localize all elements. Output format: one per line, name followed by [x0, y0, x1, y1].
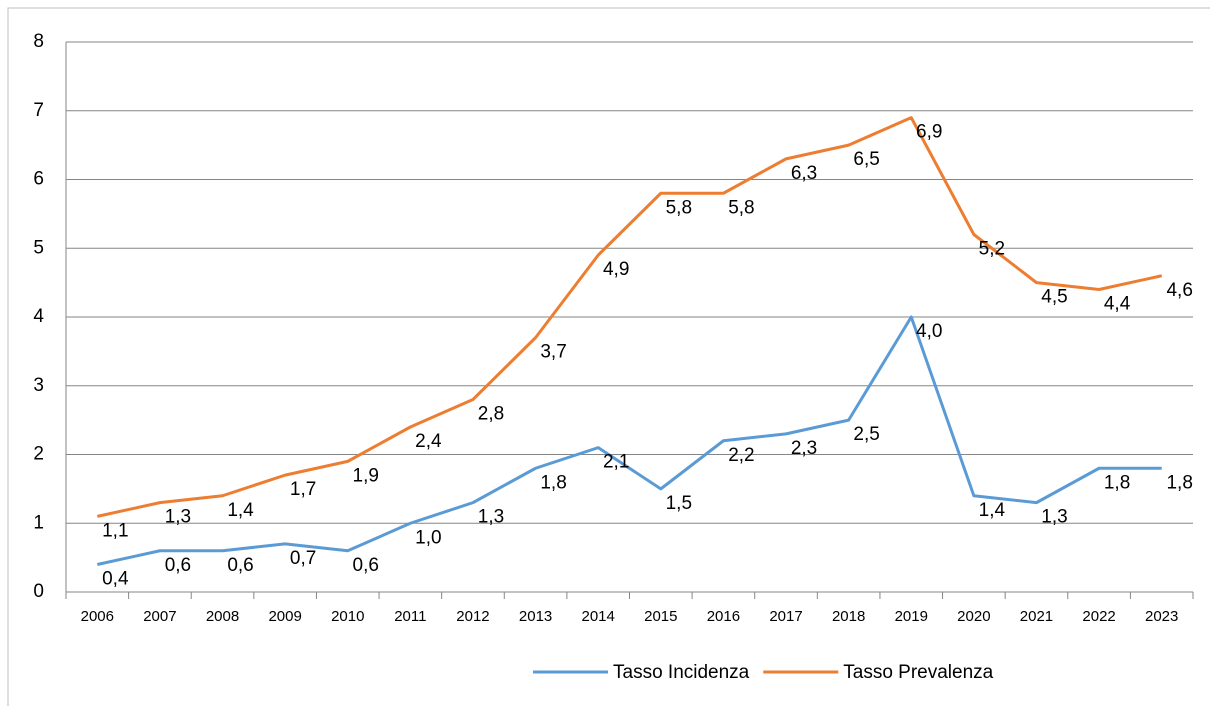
data-label: 1,8: [1104, 472, 1130, 493]
data-label: 1,5: [666, 493, 692, 514]
x-tick-label: 2018: [832, 608, 865, 625]
series-line: [96, 315, 1162, 566]
x-tick-label: 2023: [1145, 608, 1178, 625]
x-tick-label: 2020: [957, 608, 990, 625]
data-label: 1,7: [290, 479, 316, 500]
x-tick-label: 2009: [268, 608, 301, 625]
data-label: 6,5: [853, 149, 879, 170]
data-label: 1,0: [415, 527, 441, 548]
x-tick-label: 2016: [707, 608, 740, 625]
data-label: 3,7: [540, 342, 566, 363]
data-label: 5,8: [728, 197, 754, 218]
data-label: 0,4: [102, 569, 129, 590]
x-tick-label: 2013: [519, 608, 552, 625]
data-label: 5,8: [666, 197, 692, 218]
x-tick-label: 2022: [1082, 608, 1115, 625]
data-label: 6,9: [916, 122, 942, 143]
data-label: 0,6: [165, 555, 191, 576]
x-tick-label: 2008: [206, 608, 239, 625]
y-tick-label: 6: [33, 169, 44, 190]
data-label: 1,8: [540, 472, 566, 493]
data-label: 2,8: [478, 404, 504, 425]
data-label: 4,6: [1166, 280, 1192, 301]
data-label: 4,5: [1041, 287, 1067, 308]
y-tick-label: 3: [33, 375, 44, 396]
data-label: 2,4: [415, 431, 442, 452]
data-label: 5,2: [979, 239, 1005, 260]
data-label: 1,8: [1166, 472, 1192, 493]
data-label: 1,9: [353, 465, 379, 486]
y-tick-label: 8: [33, 31, 44, 52]
y-tick-label: 0: [33, 581, 44, 602]
x-tick-label: 2007: [143, 608, 176, 625]
data-label: 2,2: [728, 445, 754, 466]
y-tick-label: 7: [33, 100, 44, 121]
data-label: 4,4: [1104, 294, 1131, 315]
data-label: 1,4: [227, 500, 254, 521]
data-label: 0,6: [227, 555, 253, 576]
series-line: [96, 116, 1163, 518]
x-tick-label: 2012: [456, 608, 489, 625]
x-tick-label: 2006: [81, 608, 114, 625]
chart-frame: [7, 7, 1210, 706]
x-tick-label: 2021: [1020, 608, 1053, 625]
data-label: 1,3: [165, 507, 191, 528]
data-label: 1,3: [478, 507, 504, 528]
y-tick-label: 5: [33, 237, 44, 258]
data-label: 1,4: [979, 500, 1006, 521]
y-tick-label: 2: [33, 444, 44, 465]
data-label: 4,0: [916, 321, 942, 342]
x-tick-label: 2014: [582, 608, 615, 625]
x-tick-label: 2017: [769, 608, 802, 625]
data-label: 6,3: [791, 163, 817, 184]
data-label: 2,3: [791, 438, 817, 459]
x-tick-label: 2011: [394, 608, 426, 625]
data-label: 4,9: [603, 259, 629, 280]
data-label: 1,1: [102, 520, 128, 541]
x-tick-label: 2019: [895, 608, 928, 625]
legend-label: Tasso Incidenza: [613, 662, 750, 683]
x-tick-label: 2015: [644, 608, 677, 625]
y-tick-label: 1: [33, 512, 44, 533]
x-tick-label: 2010: [331, 608, 364, 625]
data-label: 2,1: [603, 452, 629, 473]
data-label: 2,5: [853, 424, 879, 445]
data-label: 1,3: [1041, 507, 1067, 528]
legend-label: Tasso Prevalenza: [843, 662, 993, 683]
data-label: 0,7: [290, 548, 316, 569]
y-tick-label: 4: [33, 306, 44, 327]
data-label: 0,6: [353, 555, 379, 576]
